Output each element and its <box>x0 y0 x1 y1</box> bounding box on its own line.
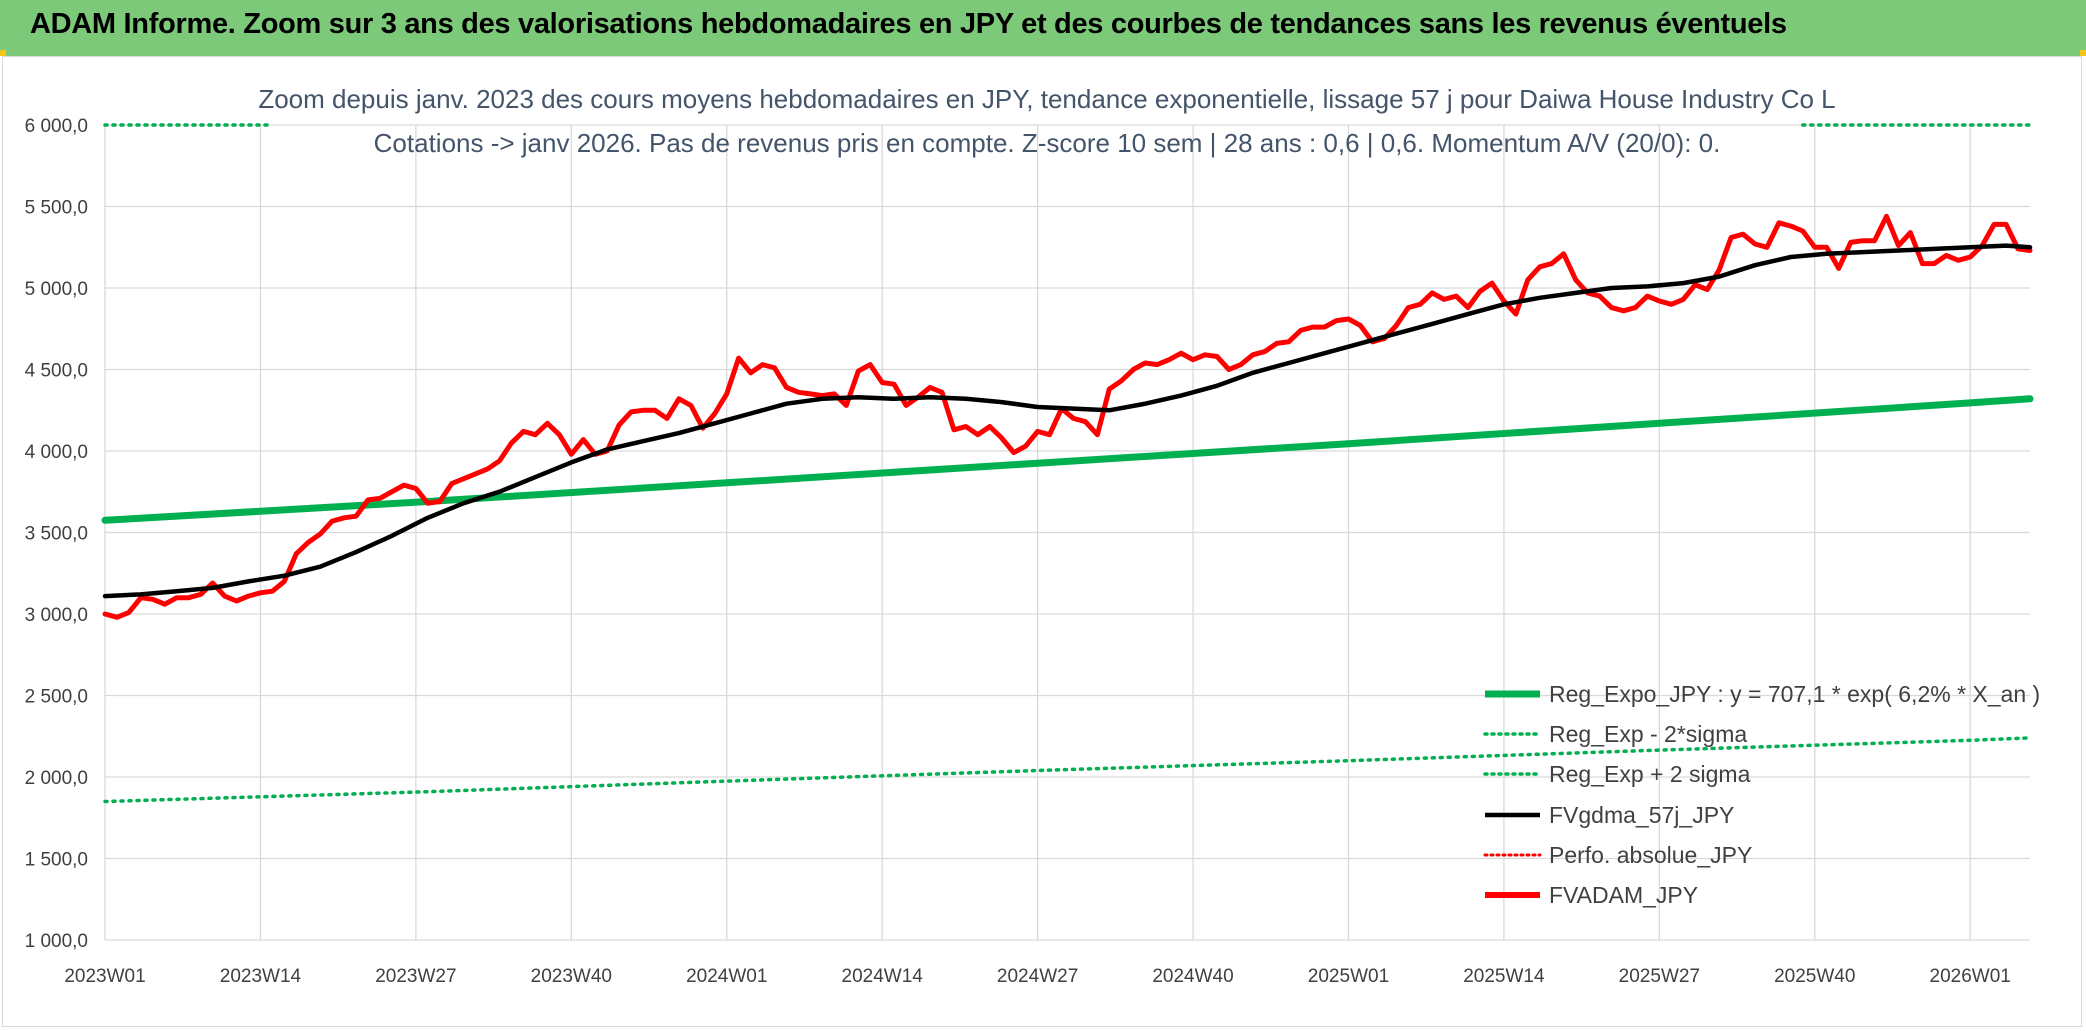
y-tick-label: 1 500,0 <box>25 850 88 871</box>
y-tick-label: 5 000,0 <box>25 279 88 300</box>
y-tick-label: 4 500,0 <box>25 361 88 382</box>
y-tick-label: 1 000,0 <box>25 931 88 952</box>
legend-label-fvgdma: FVgdma_57j_JPY <box>1549 802 1734 828</box>
legend-label-reg-expo: Reg_Expo_JPY : y = 707,1 * exp( 6,2% * X… <box>1549 681 2040 707</box>
corner-marker-left <box>0 50 6 56</box>
chart-frame <box>2 56 2082 1027</box>
x-tick-label: 2024W40 <box>1152 966 1233 987</box>
corner-marker-right <box>2080 50 2086 56</box>
x-tick-label: 2024W27 <box>997 966 1078 987</box>
x-tick-label: 2025W01 <box>1308 966 1389 987</box>
y-tick-label: 6 000,0 <box>25 116 88 137</box>
chart-legend: Reg_Expo_JPY : y = 707,1 * exp( 6,2% * X… <box>1483 681 2040 908</box>
report-title: ADAM Informe. Zoom sur 3 ans des valoris… <box>30 8 1787 40</box>
legend-label-fvadam: FVADAM_JPY <box>1549 882 1698 908</box>
x-tick-label: 2023W01 <box>64 966 145 987</box>
series-line-reg-exp-2-sigma <box>103 736 2032 804</box>
y-tick-label: 4 000,0 <box>25 442 88 463</box>
x-tick-label: 2026W01 <box>1930 966 2011 987</box>
x-tick-label: 2024W14 <box>842 966 924 987</box>
series-line-fvgdma-57j-jpy <box>102 243 2033 599</box>
report-banner: ADAM Informe. Zoom sur 3 ans des valoris… <box>0 0 2086 56</box>
y-axis-tick-labels: 6 000,0 5 500,0 5 000,0 4 500,0 4 000,0 3 500… <box>25 116 88 952</box>
chart-series <box>101 123 2034 804</box>
x-tick-label: 2024W01 <box>686 966 767 987</box>
x-tick-label: 2023W40 <box>531 966 612 987</box>
x-tick-label: 2023W14 <box>220 966 302 987</box>
legend-label-reg-minus: Reg_Exp - 2*sigma <box>1549 721 1747 747</box>
y-tick-label: 5 500,0 <box>25 198 88 219</box>
x-tick-label: 2025W40 <box>1774 966 1855 987</box>
chart-gridlines <box>104 124 2030 941</box>
x-axis-tick-labels: 2023W01 2023W14 2023W27 2023W40 2024W01 2024W… <box>64 966 2011 987</box>
x-tick-label: 2025W14 <box>1463 966 1545 987</box>
series-line-reg-expo-jpy-y-707-1-exp-6-2-x-an <box>101 395 2034 524</box>
y-tick-label: 3 500,0 <box>25 524 88 545</box>
chart-title: Zoom depuis janv. 2023 des cours moyens … <box>258 84 1835 114</box>
chart-subtitle: Cotations -> janv 2026. Pas de revenus p… <box>374 128 1721 158</box>
y-tick-label: 2 000,0 <box>25 768 88 789</box>
legend-label-reg-plus: Reg_Exp + 2 sigma <box>1549 761 1751 787</box>
y-tick-label: 3 000,0 <box>25 605 88 626</box>
series-line-fvadam-jpy <box>102 213 2033 620</box>
x-tick-label: 2025W27 <box>1619 966 1700 987</box>
legend-label-perfo: Perfo. absolue_JPY <box>1549 842 1752 868</box>
y-tick-label: 2 500,0 <box>25 687 88 708</box>
x-tick-label: 2023W27 <box>375 966 456 987</box>
